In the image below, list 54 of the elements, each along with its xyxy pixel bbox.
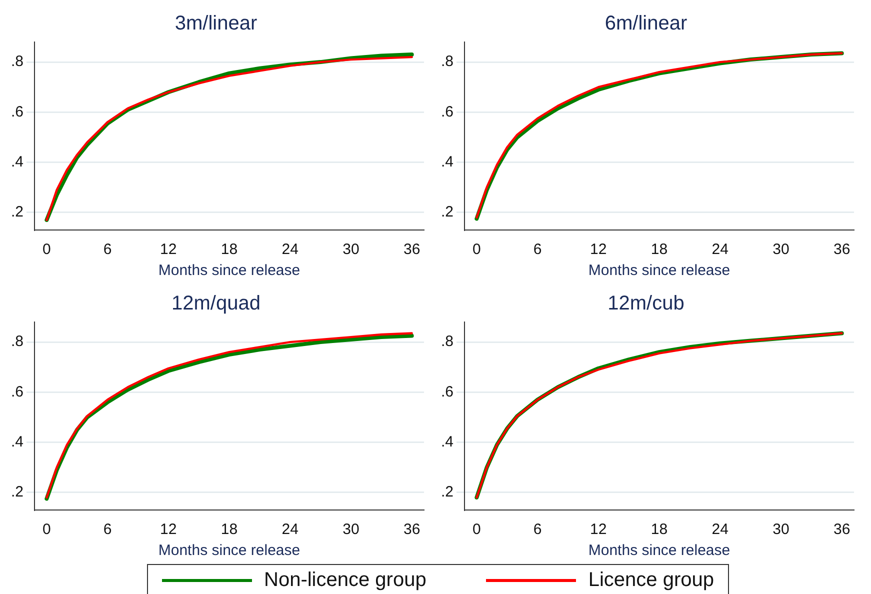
- x-tick-label: 24: [712, 521, 728, 538]
- y-tick-label: .2: [440, 204, 454, 221]
- x-tick-label: 24: [282, 241, 298, 258]
- x-tick-label: 18: [650, 521, 668, 538]
- x-tick-label: 6: [533, 241, 542, 258]
- chart-title: 12m/cub: [608, 292, 684, 315]
- x-tick-label: 0: [42, 521, 51, 538]
- legend-label: Licence group: [588, 569, 714, 592]
- x-tick-label: 30: [342, 241, 360, 258]
- x-tick-label: 6: [103, 241, 112, 258]
- chart-title: 6m/linear: [604, 12, 688, 35]
- x-tick-label: 24: [712, 241, 728, 258]
- x-tick-label: 18: [650, 241, 668, 258]
- x-tick-label: 36: [833, 521, 850, 538]
- y-tick-label: .6: [10, 383, 24, 400]
- x-tick-label: 12: [160, 241, 177, 258]
- x-axis-title: Months since release: [588, 542, 730, 560]
- x-tick-label: 36: [833, 241, 850, 258]
- x-tick-label: 0: [472, 521, 481, 538]
- x-tick-label: 6: [103, 521, 112, 538]
- y-tick-label: .8: [10, 333, 24, 350]
- x-axis-title: Months since release: [158, 262, 300, 280]
- y-tick-label: .8: [10, 53, 24, 70]
- x-axis-title: Months since release: [158, 542, 300, 560]
- y-tick-label: .4: [10, 433, 24, 450]
- x-tick-label: 30: [342, 521, 360, 538]
- x-tick-label: 30: [772, 241, 790, 258]
- y-tick-label: .4: [10, 153, 24, 170]
- x-tick-label: 30: [772, 521, 790, 538]
- x-tick-label: 0: [472, 241, 481, 258]
- x-tick-label: 12: [590, 241, 607, 258]
- y-tick-label: .6: [440, 383, 454, 400]
- legend-label: Non-licence group: [264, 569, 426, 592]
- y-tick-label: .6: [10, 103, 24, 120]
- x-tick-label: 18: [220, 241, 238, 258]
- x-tick-label: 12: [160, 521, 177, 538]
- y-tick-label: .6: [440, 103, 454, 120]
- x-tick-label: 36: [403, 521, 420, 538]
- y-tick-label: .2: [10, 204, 24, 221]
- x-tick-label: 24: [282, 521, 298, 538]
- y-tick-label: .4: [440, 433, 454, 450]
- x-tick-label: 12: [590, 521, 607, 538]
- y-tick-label: .2: [10, 484, 24, 501]
- chart-title: 12m/quad: [172, 292, 260, 315]
- y-tick-label: .4: [440, 153, 454, 170]
- x-tick-label: 36: [403, 241, 420, 258]
- x-axis-title: Months since release: [588, 262, 730, 280]
- chart-title: 3m/linear: [174, 12, 258, 35]
- x-tick-label: 6: [533, 521, 542, 538]
- x-tick-label: 18: [220, 521, 238, 538]
- y-tick-label: .2: [440, 484, 454, 501]
- x-tick-label: 0: [42, 241, 51, 258]
- y-tick-label: .8: [440, 53, 454, 70]
- y-tick-label: .8: [440, 333, 454, 350]
